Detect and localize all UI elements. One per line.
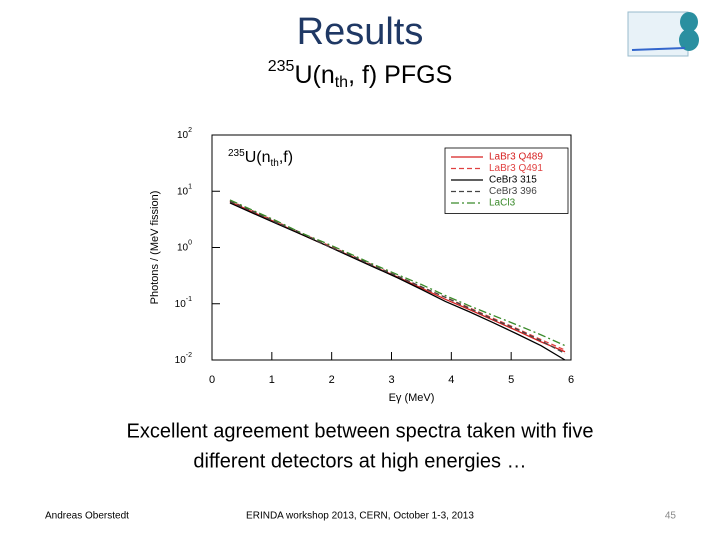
mass: 235 (228, 148, 245, 159)
x-tick-label: 0 (209, 374, 215, 386)
x-axis-label: Eγ (MeV) (389, 392, 435, 404)
legend-label: CeBr3 396 (489, 186, 537, 197)
footer-event: ERINDA workshop 2013, CERN, October 1-3,… (246, 511, 474, 522)
legend-label: LaBr3 Q491 (489, 163, 543, 174)
x-tick-label: 1 (269, 374, 275, 386)
y-tick-label: 101 (177, 183, 192, 197)
x-tick-label: 2 (329, 374, 335, 386)
x-tick-label: 5 (508, 374, 514, 386)
caption-line: different detectors at high energies … (193, 450, 526, 472)
series-line (229, 200, 566, 351)
exponent: -2 (186, 352, 192, 359)
element: U(n (245, 149, 271, 166)
y-tick-label: 10-2 (175, 352, 192, 366)
y-tick-label: 100 (177, 239, 192, 253)
sub: th (335, 74, 348, 91)
base: 10 (175, 355, 187, 366)
rest: ,f) (279, 149, 293, 166)
exponent: 0 (188, 239, 192, 246)
base: 10 (175, 298, 187, 309)
caption-line: Excellent agreement between spectra take… (127, 420, 594, 442)
rest: , f) PFGS (348, 61, 452, 89)
series-line (229, 200, 566, 355)
slide-title: Results (297, 11, 424, 53)
legend-label: CeBr3 315 (489, 175, 537, 186)
y-tick-label: 102 (177, 127, 192, 141)
page-number: 45 (665, 511, 677, 522)
legend-label: LaBr3 Q489 (489, 152, 543, 163)
base: 10 (177, 130, 189, 141)
sub: th (270, 158, 278, 169)
exponent: -1 (186, 296, 192, 303)
footer-author: Andreas Oberstedt (45, 511, 129, 522)
series-line (229, 199, 566, 347)
legend-label: LaCl3 (489, 198, 516, 209)
base: 10 (177, 186, 189, 197)
logo (627, 11, 699, 57)
series-line (229, 202, 566, 361)
legend-box (444, 147, 569, 214)
exponent: 2 (188, 127, 192, 134)
y-axis-label: Photons / (MeV fission) (149, 191, 161, 305)
y-tick-label: 10-1 (175, 296, 192, 310)
x-tick-label: 4 (448, 374, 454, 386)
element: U(n (294, 61, 334, 89)
plot-annotation: 235U(nth,f) (228, 148, 293, 169)
mass: 235 (268, 58, 295, 75)
x-tick-label: 6 (568, 374, 574, 386)
x-tick-label: 3 (388, 374, 394, 386)
base: 10 (177, 242, 189, 253)
exponent: 1 (188, 183, 192, 190)
slide-subtitle: 235U(nth, f) PFGS (268, 58, 453, 91)
